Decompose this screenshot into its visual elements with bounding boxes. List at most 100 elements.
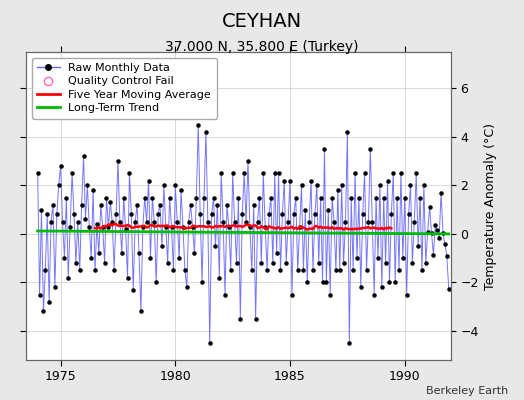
Point [412,170,420,176]
Point [433,227,441,234]
Point [297,182,305,188]
Point [280,177,289,184]
Point [217,170,225,176]
Point [276,267,285,274]
Point [444,286,453,292]
Point [314,260,323,266]
Point [211,243,220,249]
Point [349,267,357,274]
Point [54,182,63,188]
Point [49,202,57,208]
Point [171,182,180,188]
Point [192,194,201,201]
Point [378,284,386,290]
Point [400,194,409,201]
Point [196,211,204,218]
Point [72,260,80,266]
Point [303,279,311,286]
Point [418,267,426,274]
Legend: Raw Monthly Data, Quality Control Fail, Five Year Moving Average, Long-Term Tren: Raw Monthly Data, Quality Control Fail, … [32,58,217,119]
Point [210,194,218,201]
Point [305,218,313,225]
Point [66,224,74,230]
Point [387,211,396,218]
Point [45,298,53,305]
Point [437,190,445,196]
Point [261,224,269,230]
Point [269,260,277,266]
Point [231,218,239,225]
Point [221,291,229,298]
Point [238,211,246,218]
Point [340,260,348,266]
Point [173,218,181,225]
Point [87,255,95,261]
Point [85,224,93,230]
Point [234,194,243,201]
Point [75,267,84,274]
Point [145,177,153,184]
Point [137,308,145,315]
Point [358,211,367,218]
Point [307,177,315,184]
Point [332,267,340,274]
Point [161,224,170,230]
Point [74,218,82,225]
Point [291,194,300,201]
Point [158,243,166,249]
Point [101,260,109,266]
Point [259,170,267,176]
Point [52,211,61,218]
Point [322,279,331,286]
Point [341,218,350,225]
Point [443,252,451,259]
Point [226,267,235,274]
Point [282,260,290,266]
Point [370,291,378,298]
Point [156,202,164,208]
Point [296,224,304,230]
Point [402,291,411,298]
Point [175,255,183,261]
Point [187,202,195,208]
Point [423,228,432,235]
Point [357,284,365,290]
Point [416,194,424,201]
Point [184,218,193,225]
Point [39,308,48,315]
Point [425,204,434,210]
Point [288,291,296,298]
Point [252,316,260,322]
Point [106,199,115,206]
Point [240,170,248,176]
Point [78,202,86,208]
Point [117,250,126,256]
Point [114,158,122,164]
Point [372,194,380,201]
Point [36,291,44,298]
Point [328,194,336,201]
Point [43,211,51,218]
Point [334,187,342,194]
Point [68,170,77,176]
Point [320,146,329,152]
Point [179,224,187,230]
Point [123,274,132,281]
Point [420,182,428,188]
Point [399,255,407,261]
Point [263,267,271,274]
Point [104,224,113,230]
Point [150,218,158,225]
Point [160,182,168,188]
Point [422,260,430,266]
Point [81,216,90,222]
Point [152,279,160,286]
Point [319,279,327,286]
Point [198,279,206,286]
Point [64,274,72,281]
Point [200,194,208,201]
Point [278,211,287,218]
Point [324,206,332,213]
Point [379,194,388,201]
Point [223,202,231,208]
